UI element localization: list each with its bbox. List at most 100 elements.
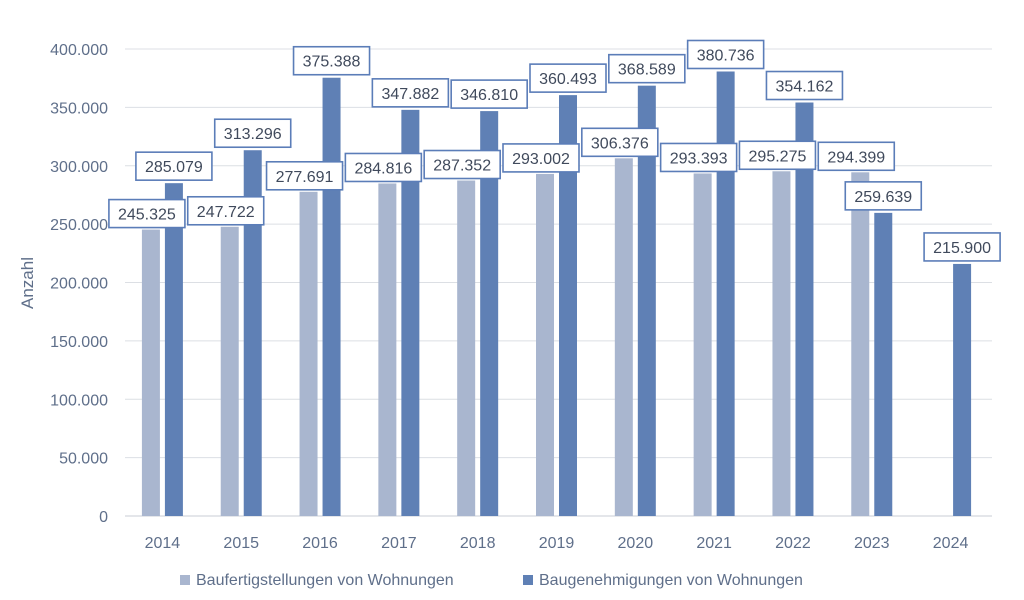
data-label: 313.296	[213, 118, 292, 149]
data-label-box	[817, 141, 896, 172]
data-label-box	[450, 79, 528, 109]
y-axis-title: Anzahl	[18, 257, 37, 309]
y-tick-label: 300.000	[50, 159, 108, 176]
data-label-text: 287.352	[433, 158, 491, 175]
bar-baugenehmigungen	[322, 77, 341, 517]
bar-baugenehmigungen	[716, 71, 735, 516]
x-tick-label: 2016	[302, 535, 338, 552]
bars	[141, 71, 972, 517]
x-axis-ticks: 2014 2015 2016 2017 2018 2019 2020 2021 2022 2023…	[145, 535, 969, 552]
x-tick-label: 2017	[381, 535, 417, 552]
y-tick-label: 100.000	[50, 392, 108, 409]
data-label-text: 347.882	[381, 86, 439, 103]
data-label-box	[423, 149, 501, 180]
x-tick-label: 2018	[460, 535, 496, 552]
data-label: 294.399	[817, 141, 896, 172]
y-tick-label: 0	[99, 509, 108, 526]
data-label-box	[265, 160, 344, 191]
bar-baugenehmigungen	[795, 102, 814, 516]
data-label-text: 245.325	[118, 207, 176, 224]
y-tick-label: 350.000	[50, 100, 108, 117]
data-label-box	[502, 143, 580, 173]
data-label-box	[135, 151, 213, 181]
data-label-text: 259.639	[854, 189, 912, 206]
data-label-box	[529, 63, 607, 93]
y-tick-label: 200.000	[50, 276, 108, 293]
data-label-box	[371, 78, 450, 108]
y-axis-ticks: 0 50.000 100.000 150.000 200.000 250.000 300.0…	[50, 42, 108, 526]
bar-baufertigstellungen	[141, 229, 160, 516]
data-label: 293.393	[659, 142, 738, 173]
x-tick-label: 2021	[696, 535, 732, 552]
legend-item: Baugenehmigungen von Wohnungen	[523, 572, 803, 589]
data-label-text: 285.079	[145, 159, 203, 176]
data-label-text: 313.296	[224, 126, 282, 143]
data-label-box	[344, 152, 423, 183]
data-label-box	[765, 70, 844, 101]
data-label: 306.376	[581, 127, 659, 158]
bar-baufertigstellungen	[299, 191, 318, 516]
bar-baufertigstellungen	[220, 226, 239, 517]
data-label: 360.493	[529, 63, 607, 93]
data-label: 346.810	[450, 79, 528, 109]
data-label: 380.736	[686, 39, 765, 70]
data-label-box	[108, 198, 186, 229]
bar-baugenehmigungen	[637, 85, 656, 517]
data-label-text: 247.722	[197, 204, 255, 221]
data-label: 375.388	[292, 45, 371, 76]
data-label-text: 293.002	[512, 151, 570, 168]
x-tick-label: 2024	[933, 535, 969, 552]
bar-baugenehmigungen	[243, 150, 262, 516]
bar-baugenehmigungen	[401, 109, 420, 516]
y-tick-label: 400.000	[50, 42, 108, 59]
bar-baugenehmigungen	[874, 212, 893, 516]
data-label-text: 360.493	[539, 71, 597, 88]
y-tick-label: 50.000	[59, 451, 108, 468]
x-tick-label: 2014	[145, 535, 181, 552]
data-label-text: 277.691	[276, 169, 334, 186]
data-label: 277.691	[265, 160, 344, 191]
bar-baugenehmigungen	[559, 95, 577, 516]
data-label: 287.352	[423, 149, 501, 180]
data-labels: 245.325 285.079 247.722 313.296 277.691 375.3…	[108, 39, 1001, 262]
bar-baufertigstellungen	[378, 183, 397, 516]
x-tick-label: 2015	[223, 535, 259, 552]
data-label-text: 295.275	[749, 148, 807, 165]
data-label: 293.002	[502, 143, 580, 173]
data-label-box	[186, 195, 265, 226]
data-label: 259.639	[844, 181, 923, 211]
bar-baufertigstellungen	[457, 180, 476, 516]
data-label-text: 375.388	[303, 54, 361, 71]
data-label: 247.722	[186, 195, 265, 226]
data-label-box	[844, 181, 923, 211]
x-tick-label: 2022	[775, 535, 811, 552]
bar-baufertigstellungen	[693, 173, 712, 516]
legend: Baufertigstellungen von Wohnungen Baugene…	[180, 572, 803, 589]
data-label-box	[581, 127, 659, 158]
x-tick-label: 2023	[854, 535, 890, 552]
y-tick-label: 150.000	[50, 334, 108, 351]
data-label-text: 346.810	[460, 87, 518, 104]
data-label-text: 306.376	[591, 135, 649, 152]
data-label-box	[659, 142, 738, 173]
data-label-box	[686, 39, 765, 70]
data-label: 295.275	[738, 140, 817, 171]
legend-item: Baufertigstellungen von Wohnungen	[180, 572, 454, 589]
x-tick-label: 2020	[618, 535, 654, 552]
bar-baugenehmigungen	[953, 263, 972, 516]
bar-baugenehmigungen	[480, 111, 499, 516]
data-label-box	[292, 45, 371, 76]
data-label: 354.162	[765, 70, 844, 101]
y-tick-label: 250.000	[50, 217, 108, 234]
data-label: 245.325	[108, 198, 186, 229]
legend-label: Baufertigstellungen von Wohnungen	[196, 572, 454, 589]
data-label-box	[213, 118, 292, 149]
data-label: 284.816	[344, 152, 423, 183]
x-tick-label: 2019	[539, 535, 575, 552]
legend-swatch	[523, 575, 533, 585]
data-label-text: 380.736	[697, 47, 755, 64]
bar-baugenehmigungen	[164, 183, 183, 516]
data-label-text: 293.393	[670, 150, 728, 167]
legend-label: Baugenehmigungen von Wohnungen	[539, 572, 803, 589]
